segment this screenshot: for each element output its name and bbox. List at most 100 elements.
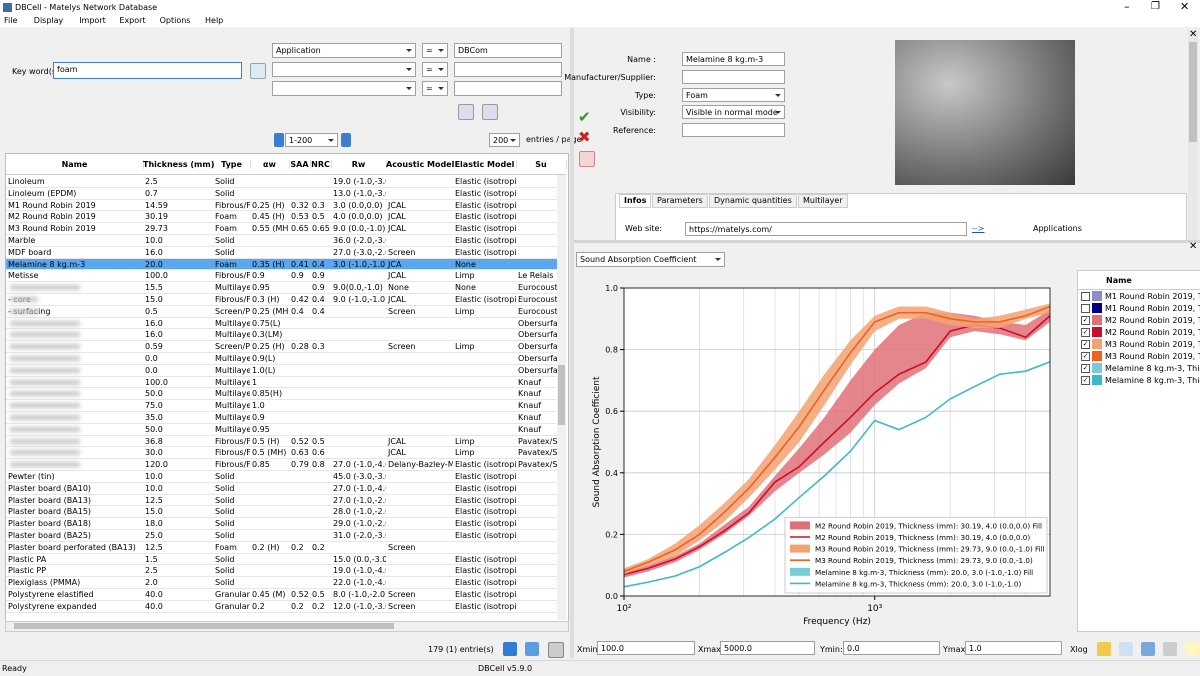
table-row[interactable]: 0.0 Multilayer0.9(L) Obersurfac <box>6 353 562 365</box>
search-button[interactable] <box>458 104 474 120</box>
column-header[interactable]: SAA <box>289 160 311 169</box>
website-link[interactable]: --> <box>972 224 985 233</box>
filter-field[interactable] <box>272 62 416 77</box>
table-row[interactable]: Plastic PA 1.5 Solid 15.0 (0.0,-3.0) Elastic… <box>6 554 558 566</box>
export-button[interactable] <box>1141 642 1155 656</box>
splitter[interactable] <box>574 240 1200 243</box>
axis-input[interactable]: 0.0 <box>843 641 940 655</box>
table-row[interactable]: Linoleum (EPDM) 0.7 Solid 13.0 (-1.0,-3.0) E… <box>6 188 558 200</box>
table-row[interactable]: Plaster board (BA18) 18.0 Solid 29.0 (-1.0,… <box>6 518 558 530</box>
table-row[interactable]: Plaster board (BA15) 15.0 Solid 28.0 (-1.0,… <box>6 506 558 519</box>
table-row[interactable]: Plaster board (BA10) 10.0 Solid 27.0 (-1.0,… <box>6 483 558 495</box>
field-input[interactable]: Melamine 8 kg.m-3 <box>682 52 785 66</box>
checkbox[interactable]: ✓ <box>1081 352 1090 361</box>
next-page[interactable] <box>341 133 351 147</box>
checkbox[interactable]: ✓ <box>1081 376 1090 385</box>
column-header[interactable]: NRC <box>310 160 332 169</box>
close-panel[interactable]: ✕ <box>1189 29 1198 40</box>
prev-page[interactable] <box>274 133 284 147</box>
copy-button[interactable] <box>525 642 539 656</box>
tab[interactable]: Dynamic quantities <box>709 194 797 208</box>
column-header[interactable]: Elastic Model <box>453 160 517 169</box>
website-input[interactable]: https://matelys.com/ <box>685 222 967 236</box>
menu-item[interactable]: Export <box>119 16 146 25</box>
axis-input[interactable]: 100.0 <box>597 641 695 655</box>
column-header[interactable]: Acoustic Model <box>386 160 455 169</box>
table-row[interactable]: Plaster board (BA13) 12.5 Solid 27.0 (-1.0,… <box>6 495 558 507</box>
table-row[interactable]: Marble 10.0 Solid 36.0 (-2.0,-3.0) Elastic (… <box>6 235 558 247</box>
checkbox[interactable] <box>1081 304 1090 313</box>
page-range[interactable]: 1-200 <box>285 133 338 147</box>
table-row[interactable]: MDF board 16.0 Solid 27.0 (-3.0,-2.0)Screen… <box>6 247 558 259</box>
delete-button[interactable] <box>548 642 564 658</box>
menu-item[interactable]: Options <box>159 16 191 25</box>
save-button[interactable]: ✔ <box>578 108 591 126</box>
checkbox[interactable]: ✓ <box>1081 364 1090 373</box>
plot-selector[interactable]: Sound Absorption Coefficient <box>576 252 725 267</box>
filter-field[interactable]: Application <box>272 43 416 58</box>
maximize-button[interactable]: ❐ <box>1151 1 1160 12</box>
table-row[interactable]: 50.0 Multilayer0.95 Knauf <box>6 424 558 436</box>
filter-field[interactable]: DBCom <box>454 43 562 58</box>
column-header[interactable]: Type <box>213 160 251 169</box>
keyword-input[interactable]: foam <box>53 62 242 79</box>
close-button[interactable]: ✕ <box>1180 0 1190 13</box>
menu-item[interactable]: Import <box>79 16 106 25</box>
table-scrollbar[interactable] <box>557 175 566 620</box>
checkbox[interactable] <box>1081 292 1090 301</box>
xlog-toggle[interactable]: Xlog <box>1070 645 1088 654</box>
table-row[interactable]: Plaster board (BA25) 25.0 Solid 31.0 (-2.0,… <box>6 530 558 542</box>
field-input[interactable] <box>682 123 785 137</box>
table-row[interactable]: 36.8 Fibrous/Felt0.5 (H) 0.520.5 JCAL Limp Pa… <box>6 436 562 448</box>
table-row[interactable]: Plastic PP 2.5 Solid 19.0 (-1.0,-4.0) Elasti… <box>6 565 558 578</box>
table-row[interactable]: 50.0 Multilayer0.85(H) Knauf <box>6 388 558 401</box>
table-row[interactable]: 0.59 Screen/PP0.25 (H) 0.280.3 Screen Limp Ob… <box>6 341 562 353</box>
table-row[interactable]: Polystyrene elastified 40.0 Granular 0.45 (… <box>6 589 558 601</box>
table-row[interactable]: Linoleum 2.5 Solid 19.0 (-1.0,-3.0) Elastic … <box>6 176 558 188</box>
hint-button[interactable] <box>1185 642 1199 656</box>
column-header[interactable]: Rw <box>331 160 387 169</box>
checkbox[interactable]: ✓ <box>1081 316 1090 325</box>
reset-button[interactable] <box>482 104 498 120</box>
checkbox[interactable]: ✓ <box>1081 328 1090 337</box>
table-row[interactable]: M1 Round Robin 2019 14.59 Fibrous/Felt0.25… <box>6 200 558 212</box>
table-row[interactable]: Melamine 8 kg.m-3 20.0 Foam 0.35 (H) 0.41 0.4… <box>6 258 558 271</box>
filter-field[interactable]: = <box>422 81 448 96</box>
pdf-button[interactable] <box>579 151 595 167</box>
table-row[interactable]: 75.0 Multilayer1.0 Knauf <box>6 400 558 412</box>
tab[interactable]: Infos <box>619 194 652 208</box>
checkbox[interactable]: ✓ <box>1081 340 1090 349</box>
close-panel[interactable]: ✕ <box>1189 241 1198 252</box>
table-row[interactable]: M3 Round Robin 2019 29.73 Foam 0.55 (MH) 0.6… <box>6 223 558 235</box>
menu-item[interactable]: Help <box>205 16 224 25</box>
table-row[interactable]: M2 Round Robin 2019 30.19 Foam 0.45 (H) 0.53… <box>6 211 558 224</box>
table-row[interactable]: Metisse100.0Fibrous/Felt0.90.90.9JCALLim… <box>6 270 558 283</box>
filter-field[interactable] <box>454 62 562 77</box>
filter-field[interactable]: = <box>422 62 448 77</box>
menu-item[interactable]: Display <box>33 16 64 25</box>
table-row[interactable]: 100.0 Multilayer1 Knauf <box>6 377 558 389</box>
filter-field[interactable] <box>272 81 416 96</box>
field-input[interactable]: Foam <box>682 88 785 102</box>
filter-field[interactable] <box>454 81 562 96</box>
table-row[interactable]: 0.0 Multilayer1.0(L) Obersurfac <box>6 365 562 377</box>
table-row[interactable]: 120.0 Fibrous/Felt0.85 0.790.8 27.0 (-1.0,-… <box>6 459 562 471</box>
per-page[interactable]: 200 <box>489 133 520 147</box>
h-scrollbar[interactable] <box>5 621 569 632</box>
axis-input[interactable]: 5000.0 <box>720 641 815 655</box>
minimize-button[interactable]: – <box>1124 0 1130 13</box>
tab[interactable]: Multilayer <box>798 194 848 208</box>
table-row[interactable]: Pewter (tin) 10.0 Solid 45.0 (-3.0,-3.0) Ela… <box>6 471 558 483</box>
menu-item[interactable]: File <box>4 16 18 25</box>
field-input[interactable]: Visible in normal mode <box>682 105 785 119</box>
clear-button[interactable] <box>250 63 266 79</box>
column-header[interactable]: αw <box>250 160 290 169</box>
detail-scrollbar[interactable] <box>1188 30 1198 240</box>
splitter[interactable] <box>570 28 574 658</box>
cancel-button[interactable]: ✖ <box>578 128 591 146</box>
column-header[interactable]: Name <box>6 160 144 169</box>
column-header[interactable]: Thickness (mm) <box>143 160 215 169</box>
add-button[interactable] <box>503 642 517 656</box>
